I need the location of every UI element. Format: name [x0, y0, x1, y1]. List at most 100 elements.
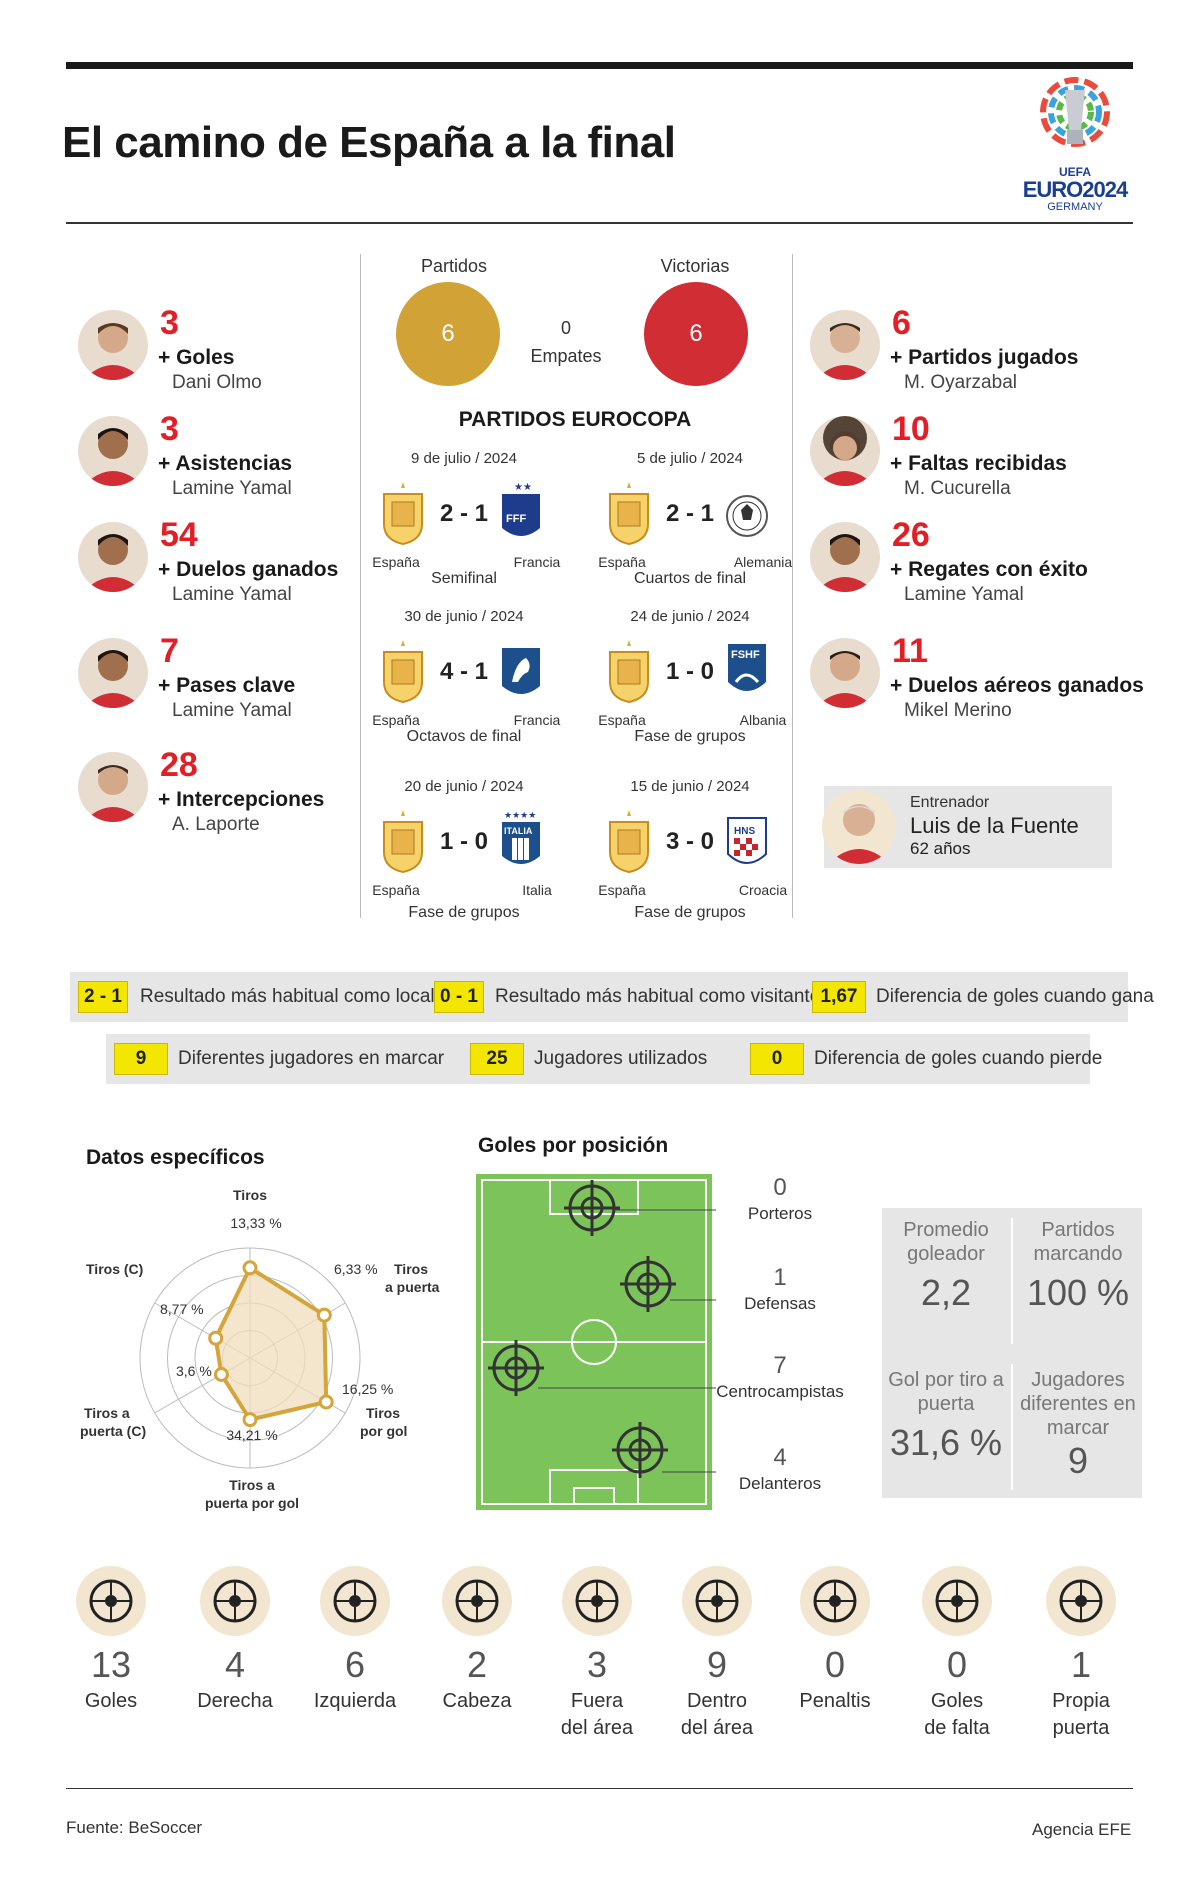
radar-value-label: 16,25 % — [342, 1381, 393, 1397]
fact-box: 0 — [750, 1043, 804, 1075]
avatar — [78, 752, 148, 822]
avatar — [78, 522, 148, 592]
stat-label: + Duelos aéreos ganados — [890, 674, 1144, 697]
whistle-icon — [800, 1566, 870, 1636]
avatar — [78, 638, 148, 708]
fact-box: 0 - 1 — [434, 981, 484, 1013]
albania-crest-icon: FSHF — [728, 644, 766, 691]
spain-crest-icon — [609, 640, 649, 704]
stat-label: + Pases clave — [158, 674, 296, 697]
player-name: Dani Olmo — [172, 372, 262, 393]
match-score: 3 - 0 — [665, 828, 715, 855]
radar-point — [318, 1394, 334, 1410]
avatar — [810, 416, 880, 486]
coach-role: Entrenador — [910, 794, 990, 811]
stat-value: 28 — [160, 746, 198, 784]
goal-type-label: Cabeza — [442, 1690, 512, 1712]
left-foot-icon — [320, 1566, 390, 1636]
radar-axis-label: Tiros a — [229, 1477, 275, 1493]
match-date: 5 de julio / 2024 — [637, 450, 743, 467]
player-name: Lamine Yamal — [172, 584, 292, 605]
fact-box: 2 - 1 — [78, 981, 128, 1013]
match-stage: Fase de grupos — [408, 904, 520, 921]
match-home: España — [372, 554, 420, 570]
avatar — [810, 522, 880, 592]
radar-point — [316, 1307, 332, 1323]
stat-value: 2,2 — [920, 1272, 972, 1313]
victorias-circle: 6 — [644, 282, 748, 386]
radar-chart: Tiros Tiros a puerta Tiros por gol Tiros… — [80, 1187, 440, 1511]
stat-label: + Asistencias — [158, 452, 293, 475]
goal-type-label: Derecha — [197, 1690, 273, 1712]
goal-type-count: 13 — [90, 1644, 132, 1685]
match-date: 9 de julio / 2024 — [411, 450, 517, 467]
stat-heading: Promedio goleador — [903, 1219, 989, 1265]
player-stat-partidos: 6 + Partidos jugados M. Oyarzabal — [810, 304, 1140, 410]
match-home: España — [598, 554, 646, 570]
match-away: Albania — [739, 712, 787, 728]
position-label: Centrocampistas — [716, 1382, 844, 1401]
euro2024-logo: UEFA EURO2024 GERMANY — [1010, 72, 1140, 222]
goal-type-label: Izquierda — [313, 1690, 397, 1712]
stat-label: + Faltas recibidas — [890, 452, 1067, 475]
player-name: M. Oyarzabal — [904, 372, 1017, 393]
own-goal-icon — [1046, 1566, 1116, 1636]
radar-value-label: 3,6 % — [176, 1363, 212, 1379]
avatar — [78, 416, 148, 486]
match-away: Alemania — [733, 554, 793, 570]
match-stage: Octavos de final — [406, 728, 522, 745]
stat-label: + Goles — [158, 346, 235, 369]
stat-value: 6 — [892, 304, 911, 342]
player-stat-duelos-aereos: 11 + Duelos aéreos ganados Mikel Merino — [810, 632, 1144, 738]
radar-value-label: 6,33 % — [334, 1261, 378, 1277]
match-score: 4 - 1 — [439, 658, 489, 685]
match-home: España — [372, 712, 420, 728]
pitch-title: Goles por posición — [478, 1134, 669, 1157]
empates-label: Empates — [530, 346, 602, 366]
victorias-label: Victorias — [660, 256, 730, 276]
goal-type-count: 1 — [1070, 1644, 1092, 1685]
stat-heading: Gol por tiro a puerta — [888, 1369, 1004, 1415]
radar-point — [213, 1367, 229, 1382]
stat-label: + Regates con éxito — [890, 558, 1088, 581]
match-date: 24 de junio / 2024 — [630, 608, 750, 625]
stat-promedio: Promedio goleador 2,2 — [882, 1218, 1010, 1314]
goal-type-count: 6 — [344, 1644, 366, 1685]
fact-text: Jugadores utilizados — [534, 1048, 708, 1069]
croatia-crest-icon: HNS — [727, 817, 767, 864]
match-away: Croacia — [738, 882, 788, 898]
match-home: España — [598, 712, 646, 728]
title-divider — [66, 222, 1133, 224]
avatar — [78, 310, 148, 380]
radar-axis-label: puerta por gol — [205, 1495, 299, 1511]
player-stat-duelos: 54 + Duelos ganados Lamine Yamal — [78, 516, 408, 622]
victorias-value: 6 — [689, 320, 703, 347]
goal-type-label: Dentro del área — [680, 1690, 754, 1739]
player-name: A. Laporte — [172, 814, 260, 835]
germany-crest-icon — [726, 495, 768, 537]
match-score: 1 - 0 — [439, 828, 489, 855]
stat-value: 10 — [892, 410, 930, 448]
player-stat-pases: 7 + Pases clave Lamine Yamal — [78, 632, 408, 738]
position-label: Delanteros — [738, 1474, 822, 1493]
crosshair-icon — [620, 1256, 676, 1312]
logo-euro: EURO2024 — [1022, 177, 1129, 202]
match-octavos: 30 de junio / 2024 4 - 1 España Francia … — [364, 608, 564, 748]
goal-type-count: 2 — [466, 1644, 488, 1685]
match-stage: Fase de grupos — [634, 728, 746, 745]
player-name: Lamine Yamal — [172, 478, 292, 499]
goal-type-count: 0 — [824, 1644, 846, 1685]
top-rule — [66, 62, 1133, 69]
matches-title: PARTIDOS EUROCOPA — [458, 408, 692, 431]
georgia-crest-icon — [502, 648, 540, 694]
avatar — [810, 310, 880, 380]
crosshair-icon — [488, 1340, 544, 1396]
stat-value: 3 — [160, 304, 179, 342]
stat-value: 54 — [160, 516, 198, 554]
partidos-value: 6 — [441, 320, 455, 347]
radar-area — [213, 1264, 329, 1422]
match-away: Italia — [522, 882, 552, 898]
player-name: M. Cucurella — [904, 478, 1011, 499]
goal-type-label: Goles de falta — [924, 1690, 990, 1739]
match-away: Francia — [513, 712, 561, 728]
